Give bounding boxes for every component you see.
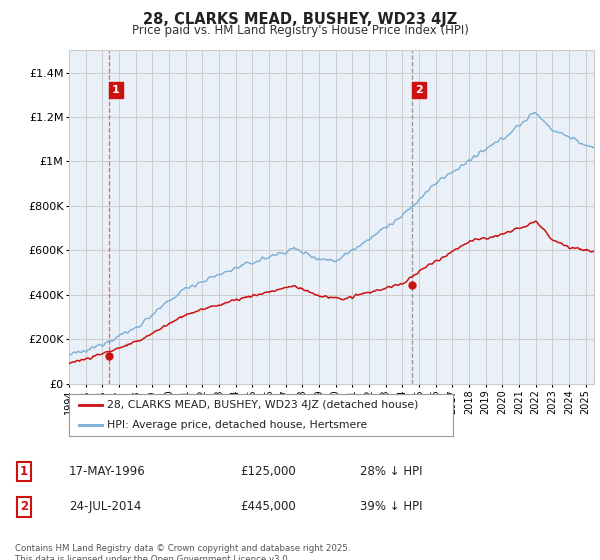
Text: £445,000: £445,000 <box>240 500 296 514</box>
Text: 28, CLARKS MEAD, BUSHEY, WD23 4JZ: 28, CLARKS MEAD, BUSHEY, WD23 4JZ <box>143 12 457 27</box>
Text: HPI: Average price, detached house, Hertsmere: HPI: Average price, detached house, Hert… <box>107 420 368 430</box>
Text: Contains HM Land Registry data © Crown copyright and database right 2025.
This d: Contains HM Land Registry data © Crown c… <box>15 544 350 560</box>
Text: 28% ↓ HPI: 28% ↓ HPI <box>360 465 422 478</box>
Text: 2: 2 <box>20 500 28 514</box>
Text: 28, CLARKS MEAD, BUSHEY, WD23 4JZ (detached house): 28, CLARKS MEAD, BUSHEY, WD23 4JZ (detac… <box>107 400 419 410</box>
Text: 39% ↓ HPI: 39% ↓ HPI <box>360 500 422 514</box>
Text: 1: 1 <box>112 85 120 95</box>
Text: 17-MAY-1996: 17-MAY-1996 <box>69 465 146 478</box>
Text: 24-JUL-2014: 24-JUL-2014 <box>69 500 142 514</box>
Text: £125,000: £125,000 <box>240 465 296 478</box>
Text: Price paid vs. HM Land Registry's House Price Index (HPI): Price paid vs. HM Land Registry's House … <box>131 24 469 36</box>
Text: 2: 2 <box>415 85 423 95</box>
Text: 1: 1 <box>20 465 28 478</box>
